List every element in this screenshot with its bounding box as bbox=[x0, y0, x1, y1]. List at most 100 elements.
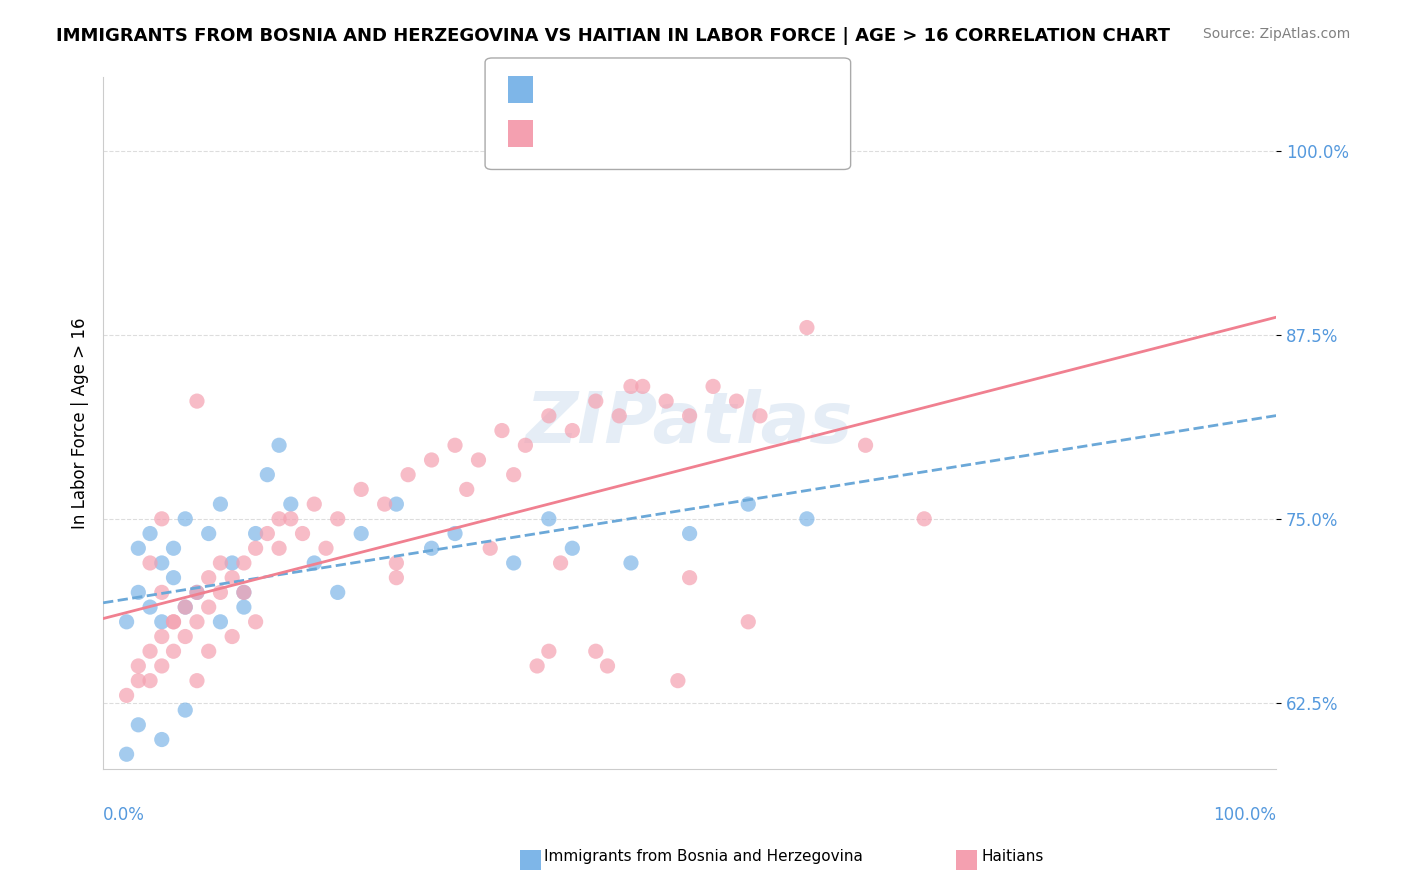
Text: 39: 39 bbox=[689, 78, 710, 96]
Point bbox=[186, 673, 208, 688]
Point bbox=[267, 438, 290, 452]
Point bbox=[607, 409, 630, 423]
Point bbox=[280, 512, 302, 526]
Point bbox=[232, 585, 254, 599]
Text: ZIPatlas: ZIPatlas bbox=[526, 389, 853, 458]
Point bbox=[537, 644, 560, 658]
Point bbox=[537, 512, 560, 526]
Point bbox=[396, 467, 419, 482]
Point bbox=[232, 600, 254, 615]
Point bbox=[550, 556, 572, 570]
Text: 73: 73 bbox=[689, 120, 710, 138]
Text: Haitians: Haitians bbox=[981, 849, 1043, 863]
Point bbox=[162, 541, 184, 556]
Point bbox=[515, 438, 537, 452]
Point bbox=[186, 585, 208, 599]
Point bbox=[912, 512, 935, 526]
Point bbox=[115, 689, 138, 703]
Point bbox=[209, 556, 232, 570]
Text: N =: N = bbox=[647, 78, 678, 96]
Text: Source: ZipAtlas.com: Source: ZipAtlas.com bbox=[1202, 27, 1350, 41]
Text: IMMIGRANTS FROM BOSNIA AND HERZEGOVINA VS HAITIAN IN LABOR FORCE | AGE > 16 CORR: IMMIGRANTS FROM BOSNIA AND HERZEGOVINA V… bbox=[56, 27, 1170, 45]
Text: N =: N = bbox=[647, 120, 678, 138]
Point bbox=[702, 379, 724, 393]
Point bbox=[162, 615, 184, 629]
Point bbox=[127, 659, 149, 673]
Point bbox=[162, 615, 184, 629]
Point bbox=[655, 394, 678, 409]
Point bbox=[127, 718, 149, 732]
Point bbox=[150, 556, 173, 570]
Point bbox=[127, 585, 149, 599]
Text: 0.0%: 0.0% bbox=[103, 805, 145, 823]
Point bbox=[585, 394, 607, 409]
Point bbox=[385, 497, 408, 511]
Point bbox=[456, 483, 478, 497]
Point bbox=[326, 585, 349, 599]
Point bbox=[561, 424, 583, 438]
Point bbox=[666, 673, 689, 688]
Point bbox=[245, 541, 267, 556]
Point bbox=[444, 526, 467, 541]
Point bbox=[725, 394, 748, 409]
Point bbox=[385, 556, 408, 570]
Point bbox=[256, 467, 278, 482]
Point bbox=[139, 526, 162, 541]
Point bbox=[197, 644, 219, 658]
Point bbox=[855, 438, 877, 452]
Point bbox=[150, 659, 173, 673]
Point bbox=[150, 630, 173, 644]
Point bbox=[561, 541, 583, 556]
Text: 0.559: 0.559 bbox=[583, 120, 631, 138]
Point bbox=[127, 541, 149, 556]
Point bbox=[150, 615, 173, 629]
Point bbox=[678, 526, 700, 541]
Point bbox=[186, 615, 208, 629]
Point bbox=[491, 424, 513, 438]
Point bbox=[526, 659, 548, 673]
Text: Immigrants from Bosnia and Herzegovina: Immigrants from Bosnia and Herzegovina bbox=[544, 849, 862, 863]
Point bbox=[374, 497, 396, 511]
Point bbox=[162, 571, 184, 585]
Point bbox=[174, 630, 197, 644]
Text: R =: R = bbox=[541, 120, 572, 138]
Y-axis label: In Labor Force | Age > 16: In Labor Force | Age > 16 bbox=[72, 318, 89, 529]
Point bbox=[467, 453, 489, 467]
Point bbox=[221, 571, 243, 585]
Point bbox=[585, 644, 607, 658]
Point bbox=[796, 512, 818, 526]
Point bbox=[221, 630, 243, 644]
Point bbox=[174, 703, 197, 717]
Point bbox=[186, 394, 208, 409]
Point bbox=[174, 512, 197, 526]
Point bbox=[209, 615, 232, 629]
Point bbox=[139, 600, 162, 615]
Point bbox=[256, 526, 278, 541]
Point bbox=[267, 512, 290, 526]
Point bbox=[139, 644, 162, 658]
Point bbox=[139, 556, 162, 570]
Point bbox=[420, 453, 443, 467]
Point bbox=[127, 673, 149, 688]
Point bbox=[209, 497, 232, 511]
Point bbox=[197, 526, 219, 541]
Point bbox=[385, 571, 408, 585]
Point bbox=[197, 600, 219, 615]
Point bbox=[444, 438, 467, 452]
Point bbox=[150, 585, 173, 599]
Point bbox=[174, 600, 197, 615]
Point bbox=[150, 732, 173, 747]
Point bbox=[232, 585, 254, 599]
Point bbox=[232, 556, 254, 570]
Point bbox=[174, 600, 197, 615]
Point bbox=[502, 467, 524, 482]
Point bbox=[620, 379, 643, 393]
Point bbox=[678, 409, 700, 423]
Point bbox=[737, 615, 759, 629]
Point bbox=[749, 409, 772, 423]
Point bbox=[280, 497, 302, 511]
Point bbox=[304, 497, 326, 511]
Point bbox=[150, 512, 173, 526]
Point bbox=[326, 512, 349, 526]
Point bbox=[245, 615, 267, 629]
